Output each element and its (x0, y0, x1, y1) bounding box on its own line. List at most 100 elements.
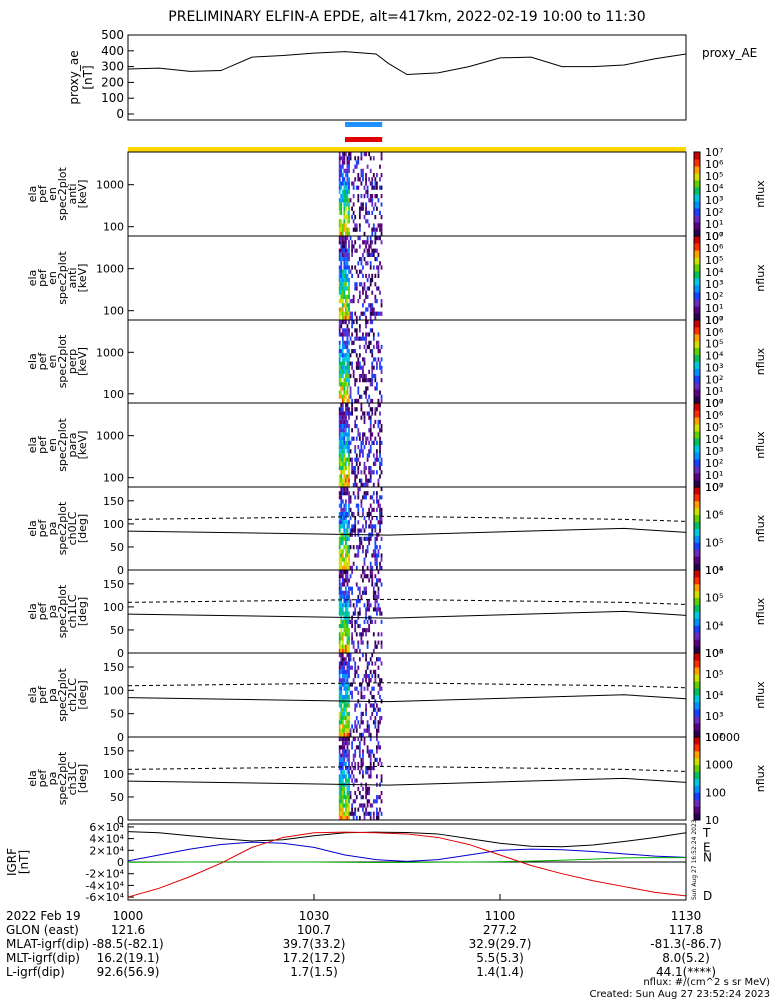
en_antiperp-cell (357, 198, 360, 203)
en_perp-cell (355, 336, 358, 341)
pa_ch1-cell (346, 632, 349, 637)
pa_ch0-cell (372, 549, 375, 554)
en_anti-ylabel-line: anti (66, 267, 79, 288)
en_anti-cell (340, 240, 343, 245)
en_antiperp-cell (360, 173, 363, 178)
en_para-cell (345, 466, 347, 471)
pa_ch0-cell (363, 516, 366, 521)
en_anti-color-step (694, 313, 700, 321)
pa_ch1-cell (374, 582, 377, 587)
en_antiperp-cell (380, 227, 383, 232)
x-row-label: GLON (east) (6, 923, 79, 937)
pa_ch3-cell (380, 811, 383, 816)
en_antiperp-color-step (694, 208, 700, 216)
en_perp-cell (358, 361, 361, 366)
pa_ch1-cell (341, 574, 344, 579)
en_anti-ytick-label: 1000 (96, 263, 124, 276)
pa_ch0-cell (372, 507, 375, 512)
en_antiperp-cell (345, 173, 347, 178)
pa_ch0-cell (365, 549, 367, 554)
en_antiperp-cell (352, 181, 355, 186)
pa_ch2-cell (368, 678, 371, 683)
en_perp-cell (348, 320, 350, 325)
en_anti-cell (371, 252, 374, 257)
igrf-series-D (127, 831, 687, 898)
en_anti-cell (354, 265, 357, 270)
pa_ch1-cell (345, 586, 347, 591)
pa_ch3-cell (366, 786, 369, 791)
pa_ch1-cell (346, 574, 349, 579)
en_para-cell (343, 470, 346, 475)
pa_ch0-cell (348, 491, 350, 496)
pa_ch0-cell (362, 511, 364, 517)
pa_ch3-cell (345, 737, 347, 742)
pa_ch1-color-step (694, 618, 700, 626)
pa_ch0-cell (340, 487, 343, 492)
pa_ch0-cell (346, 491, 349, 496)
pa_ch2-cell (372, 707, 375, 712)
pa_ch3-cell (343, 811, 346, 816)
en_perp-cell (369, 349, 372, 354)
en_antiperp-cell (340, 219, 343, 224)
en_antiperp-cell (360, 152, 363, 157)
en_anti-cell (357, 236, 360, 241)
en_perp-cell (360, 336, 363, 341)
pa_ch0-cell (380, 557, 383, 562)
en_antiperp-cell (371, 194, 374, 199)
pa_ch3-cell (362, 753, 364, 758)
en_perp-colorbar-tick: 10² (705, 373, 723, 386)
en_antiperp-cell (380, 231, 383, 236)
en_anti-cell (371, 248, 374, 253)
pa_ch0-cell (346, 524, 349, 529)
pa_ch0-cell (371, 507, 374, 512)
en_perp-cell (341, 365, 344, 370)
en_antiperp-cell (352, 194, 355, 199)
pa_ch2-cell (368, 674, 371, 679)
igrf-ytick-label: -4×10⁴ (85, 879, 124, 892)
pa_ch1-ylabel-line: pa (46, 605, 59, 619)
en_perp-cell (341, 361, 344, 366)
en_para-cell (346, 445, 349, 450)
en_anti-cell (340, 282, 343, 287)
en_anti-cell (371, 307, 374, 312)
en_anti-cell (345, 265, 347, 270)
en_perp-cell (369, 398, 372, 403)
pa_ch2-cell (354, 686, 357, 691)
en_perp-cell (371, 382, 374, 387)
pa_ch2-cell (371, 661, 374, 666)
en_antiperp-cell (346, 219, 349, 224)
pa_ch3-ytick-label: 150 (103, 745, 124, 758)
plot-title: PRELIMINARY ELFIN-A EPDE, alt=417km, 202… (168, 9, 645, 25)
en_anti-color-step (694, 306, 700, 314)
en_perp-cell (362, 332, 364, 337)
en_perp-cell (343, 378, 346, 383)
en_anti-cell (343, 257, 346, 262)
pa_ch2-cell (358, 682, 361, 687)
pa_ch3-cell (363, 741, 366, 746)
pa_ch0-cell (345, 507, 347, 512)
pa_ch1-cell (352, 644, 355, 649)
en_anti-cell (348, 282, 350, 287)
en_antiperp-colorbar-tick: 10³ (705, 194, 723, 207)
en_para-cell (340, 449, 343, 454)
en_perp-cell (355, 328, 358, 333)
pa_ch2-ylabel-line: pef (36, 685, 49, 704)
en_anti-cell (371, 240, 374, 245)
pa_ch3-cell (354, 811, 357, 816)
en_para-cell (351, 436, 353, 441)
en_perp-cell (341, 336, 344, 341)
en_para-cell (362, 411, 364, 416)
en_para-cell (340, 440, 343, 445)
en_antiperp-cell (365, 173, 367, 178)
pa_ch3-cell (341, 786, 344, 791)
en_antiperp-cell (354, 215, 357, 220)
pa_ch0-cell (351, 511, 353, 517)
en_antiperp-cell (376, 227, 378, 232)
en_para-cell (341, 411, 344, 416)
pa_ch0-cell (341, 549, 344, 554)
en_para-cell (355, 436, 358, 441)
en_antiperp-cell (363, 194, 366, 199)
pa_ch3-cell (348, 778, 350, 783)
en_perp-cell (345, 328, 347, 333)
pa_ch0-cell (348, 561, 350, 566)
